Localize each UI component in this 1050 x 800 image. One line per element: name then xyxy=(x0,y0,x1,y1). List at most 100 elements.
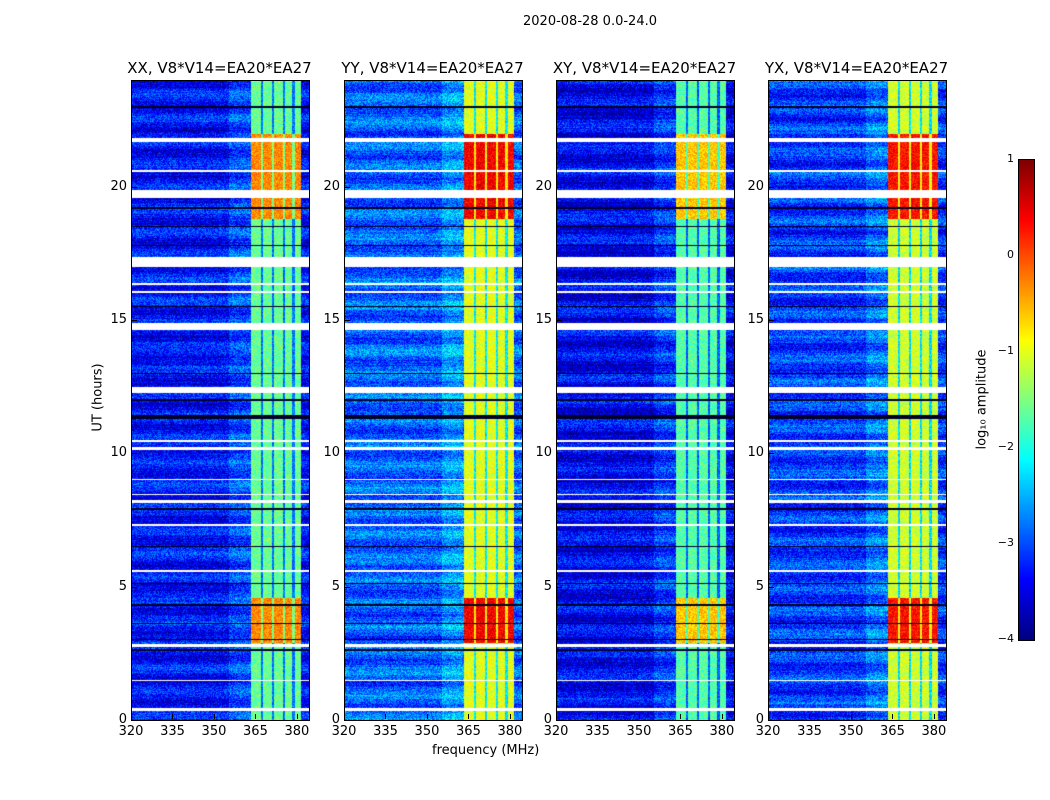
panel-title-1: YY, V8*V14=EA20*EA27 xyxy=(341,59,524,77)
y-tick-label: 0 xyxy=(543,712,552,727)
y-tick-label: 20 xyxy=(110,178,127,194)
y-tick-mark xyxy=(769,720,774,721)
y-tick-label: 5 xyxy=(543,578,552,594)
x-tick-mark xyxy=(426,714,428,719)
x-tick-mark xyxy=(556,714,557,719)
y-tick-label: 5 xyxy=(331,578,340,594)
x-tick-label: 320 xyxy=(331,724,357,739)
x-tick-label: 350 xyxy=(838,724,864,739)
y-tick-mark xyxy=(132,453,137,455)
x-tick-mark xyxy=(768,714,769,719)
x-tick-mark xyxy=(296,714,298,719)
y-tick-mark xyxy=(345,186,350,188)
y-tick-mark xyxy=(132,186,137,188)
x-tick-mark xyxy=(892,714,894,719)
y-tick-mark xyxy=(132,720,137,721)
x-tick-label: 365 xyxy=(456,724,481,739)
y-tick-label: 5 xyxy=(118,578,127,594)
x-tick-mark xyxy=(638,714,640,719)
y-tick-mark xyxy=(132,320,137,321)
heatmap-cells-2 xyxy=(557,81,734,720)
y-tick-label: 15 xyxy=(535,312,552,327)
heatmap-panel-3 xyxy=(768,80,947,721)
x-tick-label: 320 xyxy=(543,724,569,739)
y-tick-label: 10 xyxy=(747,445,764,461)
heatmap-panel-1 xyxy=(344,80,523,721)
x-tick-label: 365 xyxy=(243,724,268,739)
y-tick-mark xyxy=(345,720,350,721)
x-axis-label: frequency (MHz) xyxy=(432,743,540,758)
colorbar-gradient xyxy=(1019,160,1034,640)
x-tick-mark xyxy=(850,714,852,719)
y-tick-label: 5 xyxy=(755,578,764,594)
y-tick-label: 15 xyxy=(323,312,340,327)
x-tick-label: 320 xyxy=(755,724,781,739)
y-tick-label: 10 xyxy=(535,445,552,461)
panel-title-3: YX, V8*V14=EA20*EA27 xyxy=(764,59,949,77)
y-tick-label: 10 xyxy=(323,445,340,461)
y-tick-label: 20 xyxy=(323,178,340,194)
y-tick-label: 15 xyxy=(747,312,764,327)
x-tick-label: 365 xyxy=(668,724,693,739)
y-tick-mark xyxy=(557,453,562,455)
x-tick-label: 335 xyxy=(160,724,185,739)
x-tick-label: 365 xyxy=(880,724,905,739)
y-tick-mark xyxy=(557,720,562,721)
y-tick-label: 15 xyxy=(110,312,127,327)
x-tick-mark xyxy=(509,714,511,719)
heatmap-cells-1 xyxy=(345,81,522,720)
x-tick-label: 335 xyxy=(585,724,610,739)
x-tick-label: 320 xyxy=(118,724,144,739)
colorbar-tick-label: −1 xyxy=(997,344,1014,357)
colorbar-tick-label: 0 xyxy=(1007,248,1014,261)
x-tick-label: 335 xyxy=(797,724,822,739)
x-tick-mark xyxy=(172,714,174,719)
y-tick-mark xyxy=(557,320,562,321)
heatmap-cells-0 xyxy=(132,81,309,720)
x-tick-label: 380 xyxy=(921,724,947,739)
x-tick-label: 380 xyxy=(497,724,523,739)
figure-title: 2020-08-28 0.0-24.0 xyxy=(523,14,657,29)
x-tick-mark xyxy=(680,714,682,719)
panel-title-0: XX, V8*V14=EA20*EA27 xyxy=(127,59,312,77)
x-tick-label: 380 xyxy=(284,724,310,739)
colorbar-tick-label: −2 xyxy=(997,440,1014,453)
x-tick-mark xyxy=(131,714,132,719)
x-tick-label: 350 xyxy=(626,724,652,739)
x-tick-mark xyxy=(809,714,811,719)
x-tick-mark xyxy=(468,714,470,719)
x-tick-label: 350 xyxy=(414,724,440,739)
colorbar-label: log₁₀ amplitude xyxy=(974,349,990,450)
x-tick-mark xyxy=(933,714,935,719)
x-tick-mark xyxy=(385,714,387,719)
x-tick-mark xyxy=(213,714,215,719)
y-tick-label: 0 xyxy=(755,712,764,727)
y-tick-mark xyxy=(132,586,137,588)
y-tick-label: 0 xyxy=(331,712,340,727)
heatmap-cells-3 xyxy=(769,81,946,720)
x-tick-label: 350 xyxy=(201,724,227,739)
y-tick-mark xyxy=(769,586,774,588)
colorbar xyxy=(1018,159,1035,641)
colorbar-tick-label: −3 xyxy=(997,536,1014,549)
x-tick-mark xyxy=(597,714,599,719)
x-tick-label: 380 xyxy=(709,724,735,739)
x-tick-label: 335 xyxy=(373,724,398,739)
y-tick-mark xyxy=(769,186,774,188)
y-tick-label: 20 xyxy=(535,178,552,194)
y-tick-mark xyxy=(345,453,350,455)
heatmap-panel-0 xyxy=(131,80,310,721)
y-tick-label: 0 xyxy=(118,712,127,727)
y-tick-mark xyxy=(557,186,562,188)
colorbar-tick-label: 1 xyxy=(1007,152,1014,165)
y-axis-label: UT (hours) xyxy=(90,363,106,432)
colorbar-tick-label: −4 xyxy=(997,632,1014,645)
y-tick-mark xyxy=(345,320,350,321)
x-tick-mark xyxy=(255,714,257,719)
y-tick-mark xyxy=(557,586,562,588)
y-tick-label: 10 xyxy=(110,445,127,461)
x-tick-mark xyxy=(344,714,345,719)
y-tick-mark xyxy=(345,586,350,588)
y-tick-mark xyxy=(769,453,774,455)
